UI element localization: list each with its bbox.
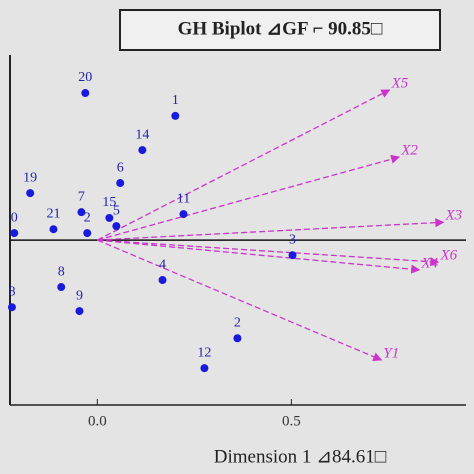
point — [10, 229, 19, 238]
vector-label: X6 — [439, 248, 457, 264]
point — [138, 146, 147, 155]
vector — [97, 89, 391, 241]
x-tick-label: 0.0 — [88, 413, 107, 429]
point-label: 12 — [197, 345, 211, 360]
vector-label: X3 — [444, 208, 462, 224]
x-axis-label: Dimension 1 ⊿84.61□ — [214, 446, 387, 467]
point-label: 9 — [76, 288, 83, 303]
point-label: 15 — [102, 195, 116, 210]
point — [81, 89, 90, 98]
vector — [97, 239, 383, 361]
point — [171, 111, 180, 120]
point-label: 11 — [177, 191, 190, 206]
x-tick-label: 0.5 — [282, 413, 301, 429]
point-label: 21 — [46, 206, 60, 221]
point-label: 20 — [78, 70, 92, 85]
point — [49, 225, 58, 234]
vector-label: X5 — [391, 75, 409, 91]
point-label: 19 — [23, 170, 37, 185]
point — [158, 276, 167, 285]
point — [179, 210, 188, 219]
chart-title: GH Biplot ⊿GF ⌐ 90.85□ — [178, 18, 383, 39]
point-label: 6 — [117, 160, 124, 175]
point — [116, 179, 125, 188]
point — [77, 208, 86, 217]
vector — [97, 218, 445, 241]
point-label: 8 — [58, 264, 65, 279]
point-label: 8 — [8, 284, 15, 299]
vector-label: X4 — [420, 255, 438, 271]
title-box — [119, 9, 441, 51]
point — [26, 189, 35, 198]
point-label: 2 — [84, 210, 91, 225]
point — [233, 334, 242, 343]
point-label: 7 — [78, 189, 85, 204]
vector-label: Y1 — [383, 345, 399, 361]
point-label: 3 — [289, 232, 296, 247]
point-label: 0 — [11, 210, 18, 225]
vector — [97, 239, 440, 267]
point — [112, 222, 121, 231]
point-label: 1 — [172, 93, 179, 108]
point — [7, 303, 16, 312]
point — [200, 364, 209, 373]
point-label: 4 — [159, 257, 166, 272]
point-label: 2 — [234, 315, 241, 330]
point — [75, 307, 84, 316]
point-label: 14 — [135, 127, 149, 142]
point — [288, 251, 297, 260]
point — [57, 283, 66, 292]
point — [83, 229, 92, 238]
point — [105, 213, 114, 222]
vector-label: X2 — [400, 142, 418, 158]
vector — [97, 154, 401, 241]
point-label: 5 — [113, 203, 120, 218]
